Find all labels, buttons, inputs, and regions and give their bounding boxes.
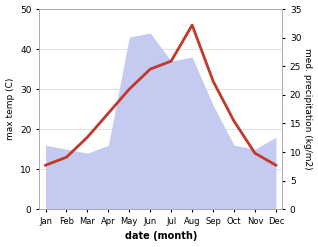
Y-axis label: max temp (C): max temp (C) — [5, 78, 15, 140]
X-axis label: date (month): date (month) — [125, 231, 197, 242]
Y-axis label: med. precipitation (kg/m2): med. precipitation (kg/m2) — [303, 48, 313, 170]
